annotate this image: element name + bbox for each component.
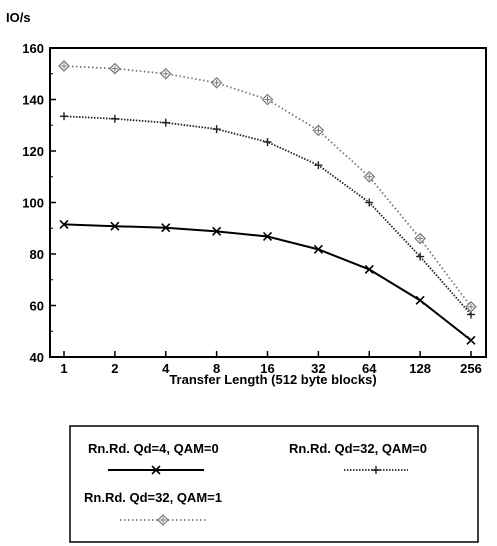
legend-marker-series-3: [157, 514, 169, 526]
series-1-point-64: [364, 264, 374, 275]
x-tick-label-2: 2: [111, 361, 118, 376]
y-tick-label-160: 160: [22, 41, 44, 56]
series-2: [60, 112, 475, 319]
legend-label-series-2: Rn.Rd. Qd=32, QAM=0: [289, 441, 427, 456]
series-3-point-16: [261, 93, 274, 106]
series-3-point-256: [465, 300, 477, 313]
series-1-point-32: [313, 244, 323, 254]
series-3-point-8: [210, 76, 223, 89]
series-3-point-64: [363, 170, 376, 183]
x-axis: 1 2 4 8 16 32 64 128 256: [60, 351, 482, 376]
y-tick-label-120: 120: [22, 144, 44, 159]
legend-marker-series-2: [372, 466, 380, 474]
series-1-line: [63, 223, 472, 342]
series-3-point-32: [312, 124, 325, 137]
y-axis-label: IO/s: [6, 10, 31, 25]
x-axis-label: Transfer Length (512 byte blocks): [169, 372, 376, 387]
x-tick-label-32: 32: [311, 361, 325, 376]
series-3: [58, 60, 477, 313]
x-tick-label-4: 4: [162, 361, 170, 376]
series-3-point-128: [414, 232, 426, 245]
legend-label-series-1: Rn.Rd. Qd=4, QAM=0: [88, 441, 219, 456]
y-tick-label-80: 80: [30, 247, 44, 262]
series-layer: [58, 60, 477, 345]
x-tick-label-16: 16: [260, 361, 274, 376]
y-tick-label-140: 140: [22, 93, 44, 108]
legend: Rn.Rd. Qd=4, QAM=0 Rn.Rd. Qd=32, QAM=0 R…: [69, 425, 479, 543]
y-tick-label-60: 60: [30, 299, 44, 314]
series-3-point-4: [159, 67, 172, 80]
legend-marker-series-1: [151, 465, 161, 475]
series-1-point-8: [212, 226, 222, 236]
series-2-point-2: [110, 114, 119, 123]
series-2-point-128: [416, 252, 425, 261]
series-2-point-32: [314, 161, 323, 170]
x-tick-label-8: 8: [213, 361, 220, 376]
series-3-point-2: [109, 62, 121, 75]
series-1-point-2: [110, 221, 120, 231]
series-1: [59, 219, 476, 345]
legend-box: [69, 425, 479, 543]
series-1-point-16: [262, 231, 273, 242]
series-1-point-128: [415, 295, 425, 305]
series-2-point-1: [60, 112, 68, 121]
series-2-point-16: [263, 137, 272, 146]
series-1-point-256: [466, 335, 476, 345]
series-3-point-1: [58, 60, 70, 72]
series-3-line: [63, 65, 472, 308]
x-tick-label-64: 64: [362, 361, 377, 376]
x-tick-label-256: 256: [460, 361, 482, 376]
x-tick-label-128: 128: [409, 361, 431, 376]
series-2-point-8: [212, 125, 221, 134]
series-2-point-64: [365, 198, 374, 207]
series-2-point-4: [161, 118, 170, 127]
y-tick-label-100: 100: [22, 196, 44, 211]
series-1-point-4: [161, 223, 171, 233]
y-tick-label-40: 40: [30, 350, 44, 365]
legend-label-series-3: Rn.Rd. Qd=32, QAM=1: [84, 490, 222, 505]
x-tick-label-1: 1: [60, 361, 67, 376]
series-1-point-1: [59, 219, 69, 229]
y-axis: 40 60 80 100 120 140 160: [22, 41, 56, 365]
legend-swatches: [108, 465, 408, 526]
